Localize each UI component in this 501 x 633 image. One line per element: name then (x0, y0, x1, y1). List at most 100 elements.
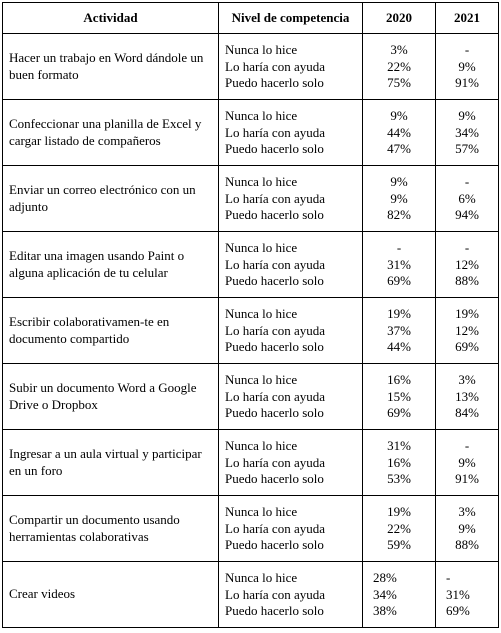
value-2021-cell: - 6% 94% (435, 165, 499, 232)
header-row: Actividad Nivel de competencia 2020 2021 (2, 2, 499, 34)
table-row: Compartir un documento usando herramient… (2, 495, 499, 562)
value-2020-cell: 31% 16% 53% (362, 429, 436, 496)
value: 16% (387, 454, 411, 470)
level-label: Lo haría con ayuda (225, 190, 325, 206)
value-2021-cell: 3% 13% 84% (435, 363, 499, 430)
value: 88% (455, 273, 479, 288)
level-label: Nunca lo hice (225, 372, 298, 387)
level-label: Lo haría con ayuda (225, 520, 325, 536)
value: 3% (390, 42, 408, 57)
activity-cell: Confeccionar una planilla de Excel y car… (2, 99, 219, 166)
level-label: Puedo hacerlo solo (225, 471, 324, 486)
level-label: Puedo hacerlo solo (225, 537, 324, 552)
value: 47% (387, 141, 411, 156)
value: 16% (387, 372, 411, 387)
level-label: Puedo hacerlo solo (225, 75, 324, 90)
value: 69% (446, 603, 470, 618)
value: 9% (458, 520, 476, 536)
value: 34% (373, 586, 397, 602)
value-2020-cell: - 31% 69% (362, 231, 436, 298)
value-2021-cell: 19% 12% 69% (435, 297, 499, 364)
value-2020-cell: 19% 37% 44% (362, 297, 436, 364)
table-body: Hacer un trabajo en Word dándole un buen… (2, 33, 499, 628)
activity-cell: Escribir colaborativamen-te en documento… (2, 297, 219, 364)
level-label: Nunca lo hice (225, 438, 298, 453)
level-cell: Nunca lo hice Lo haría con ayuda Puedo h… (218, 165, 363, 232)
value: - (446, 570, 451, 585)
value: 31% (446, 586, 470, 602)
level-label: Puedo hacerlo solo (225, 405, 324, 420)
value: 84% (455, 405, 479, 420)
value-2020-cell: 28% 34% 38% (362, 561, 436, 628)
activity-cell: Enviar un correo electrónico con un adju… (2, 165, 219, 232)
value: 69% (387, 273, 411, 288)
value-2020-cell: 9% 9% 82% (362, 165, 436, 232)
value: 12% (455, 256, 479, 272)
level-label: Puedo hacerlo solo (225, 141, 324, 156)
value: 15% (387, 388, 411, 404)
value: 91% (455, 471, 479, 486)
header-activity: Actividad (2, 2, 219, 34)
value: 88% (455, 537, 479, 552)
value: 9% (458, 454, 476, 470)
level-label: Nunca lo hice (225, 570, 298, 585)
table-row: Subir un documento Word a Google Drive o… (2, 363, 499, 430)
level-cell: Nunca lo hice Lo haría con ayuda Puedo h… (218, 33, 363, 100)
value: 9% (390, 190, 408, 206)
value: 44% (387, 339, 411, 354)
value: 9% (458, 108, 476, 123)
value: 12% (455, 322, 479, 338)
value-2021-cell: - 9% 91% (435, 429, 499, 496)
value: 9% (390, 174, 408, 189)
table-row: Crear videos Nunca lo hice Lo haría con … (2, 561, 499, 628)
value: 9% (458, 58, 476, 74)
level-cell: Nunca lo hice Lo haría con ayuda Puedo h… (218, 297, 363, 364)
value: 6% (458, 190, 476, 206)
header-2021: 2021 (435, 2, 499, 34)
level-label: Lo haría con ayuda (225, 256, 325, 272)
value: 37% (387, 322, 411, 338)
value-2020-cell: 9% 44% 47% (362, 99, 436, 166)
value: 57% (455, 141, 479, 156)
level-cell: Nunca lo hice Lo haría con ayuda Puedo h… (218, 495, 363, 562)
value: 19% (387, 504, 411, 519)
level-label: Lo haría con ayuda (225, 322, 325, 338)
value-2020-cell: 19% 22% 59% (362, 495, 436, 562)
value: - (464, 174, 470, 189)
value: 31% (387, 256, 411, 272)
table-row: Confeccionar una planilla de Excel y car… (2, 99, 499, 166)
value: 91% (455, 75, 479, 90)
value: 69% (387, 405, 411, 420)
value-2021-cell: - 9% 91% (435, 33, 499, 100)
value: 38% (373, 603, 397, 618)
level-cell: Nunca lo hice Lo haría con ayuda Puedo h… (218, 99, 363, 166)
activity-cell: Subir un documento Word a Google Drive o… (2, 363, 219, 430)
value: 13% (455, 388, 479, 404)
level-label: Puedo hacerlo solo (225, 207, 324, 222)
level-cell: Nunca lo hice Lo haría con ayuda Puedo h… (218, 429, 363, 496)
value: - (464, 42, 470, 57)
activity-cell: Ingresar a un aula virtual y participar … (2, 429, 219, 496)
level-label: Nunca lo hice (225, 240, 298, 255)
value: 53% (387, 471, 411, 486)
value-2021-cell: 9% 34% 57% (435, 99, 499, 166)
value: 59% (387, 537, 411, 552)
table-row: Editar una imagen usando Paint o alguna … (2, 231, 499, 298)
level-label: Nunca lo hice (225, 42, 298, 57)
activity-cell: Hacer un trabajo en Word dándole un buen… (2, 33, 219, 100)
value-2021-cell: 3% 9% 88% (435, 495, 499, 562)
activity-cell: Editar una imagen usando Paint o alguna … (2, 231, 219, 298)
value: 44% (387, 124, 411, 140)
level-cell: Nunca lo hice Lo haría con ayuda Puedo h… (218, 231, 363, 298)
value: 28% (373, 570, 397, 585)
value: 69% (455, 339, 479, 354)
value: 9% (390, 108, 408, 123)
header-level: Nivel de competencia (218, 2, 363, 34)
level-label: Nunca lo hice (225, 306, 298, 321)
level-label: Lo haría con ayuda (225, 388, 325, 404)
table-row: Hacer un trabajo en Word dándole un buen… (2, 33, 499, 100)
level-label: Lo haría con ayuda (225, 58, 325, 74)
level-label: Nunca lo hice (225, 174, 298, 189)
level-label: Puedo hacerlo solo (225, 339, 324, 354)
